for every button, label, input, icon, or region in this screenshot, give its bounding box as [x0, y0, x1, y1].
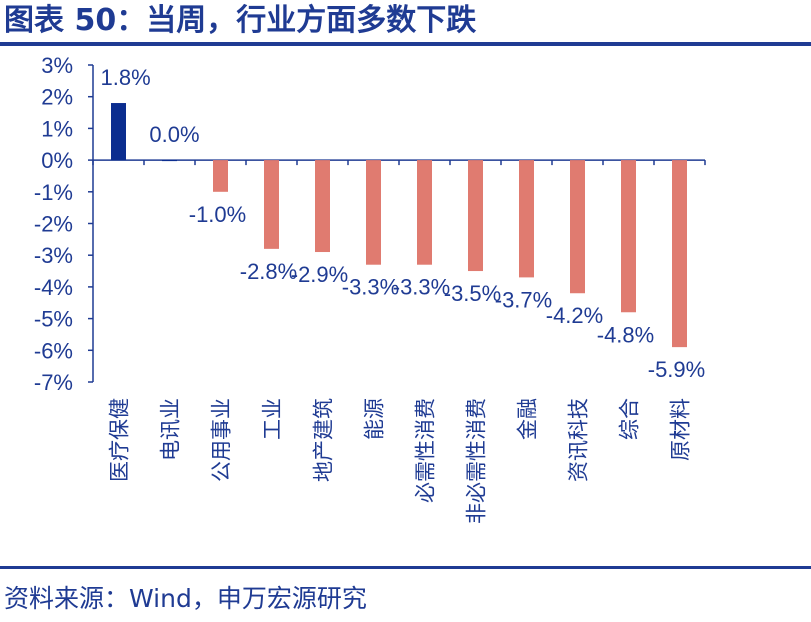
category-label: 工业: [261, 398, 285, 440]
category-label: 原材料: [669, 398, 693, 461]
chart-title: 图表 50：当周，行业方面多数下跌: [4, 3, 477, 38]
y-tick-label: -5%: [34, 307, 73, 332]
bar-chart: 3% 2% 1% 0% -1% -2% -3% -4% -5% -6% -7% 1.8% 医疗保健 0.0…: [34, 53, 706, 524]
y-tick-label: -4%: [34, 275, 73, 300]
category-label: 非必需性消费: [465, 398, 489, 524]
data-label: -3.7%: [495, 287, 552, 312]
category-label: 资讯科技: [567, 398, 591, 482]
data-label: -3.5%: [444, 281, 501, 306]
title-divider: [0, 42, 811, 46]
bar: [111, 103, 126, 161]
data-label: -3.3%: [342, 275, 399, 300]
bar: [417, 160, 432, 265]
y-tick-label: -1%: [34, 180, 73, 205]
y-tick-label: -7%: [34, 370, 73, 395]
data-label: -4.8%: [597, 322, 654, 347]
bar: [366, 160, 381, 265]
category-label: 必需性消费: [414, 398, 438, 503]
source-note: 资料来源：Wind，申万宏源研究: [4, 584, 367, 613]
bar: [213, 160, 228, 192]
bar: [315, 160, 330, 253]
category-label: 公用事业: [210, 398, 234, 482]
data-label: -2.8%: [240, 259, 297, 284]
data-label: 1.8%: [101, 65, 151, 90]
y-tick-label: -3%: [34, 243, 73, 268]
y-tick-label: -6%: [34, 338, 73, 363]
y-tick-label: 1%: [41, 116, 73, 141]
bar: [519, 160, 534, 278]
data-label: -3.3%: [393, 275, 450, 300]
category-label: 金融: [516, 398, 540, 440]
bar: [162, 160, 177, 162]
data-label: 0.0%: [149, 122, 199, 147]
bar: [264, 160, 279, 249]
category-label: 综合: [618, 398, 642, 440]
category-label: 地产建筑: [312, 398, 336, 482]
bar: [672, 160, 687, 348]
data-label: -1.0%: [189, 202, 246, 227]
bar: [621, 160, 636, 313]
category-label: 电讯业: [159, 398, 183, 461]
data-label: -5.9%: [648, 357, 705, 382]
data-label: -4.2%: [546, 303, 603, 328]
y-tick-label: -2%: [34, 212, 73, 237]
bar: [570, 160, 585, 294]
y-tick-label: 0%: [41, 148, 73, 173]
data-label: -2.9%: [291, 262, 348, 287]
footer-divider: [0, 566, 811, 569]
y-tick-label: 3%: [41, 53, 73, 78]
bar: [468, 160, 483, 272]
y-tick-label: 2%: [41, 85, 73, 110]
category-label: 能源: [363, 398, 387, 440]
category-label: 医疗保健: [108, 398, 132, 482]
